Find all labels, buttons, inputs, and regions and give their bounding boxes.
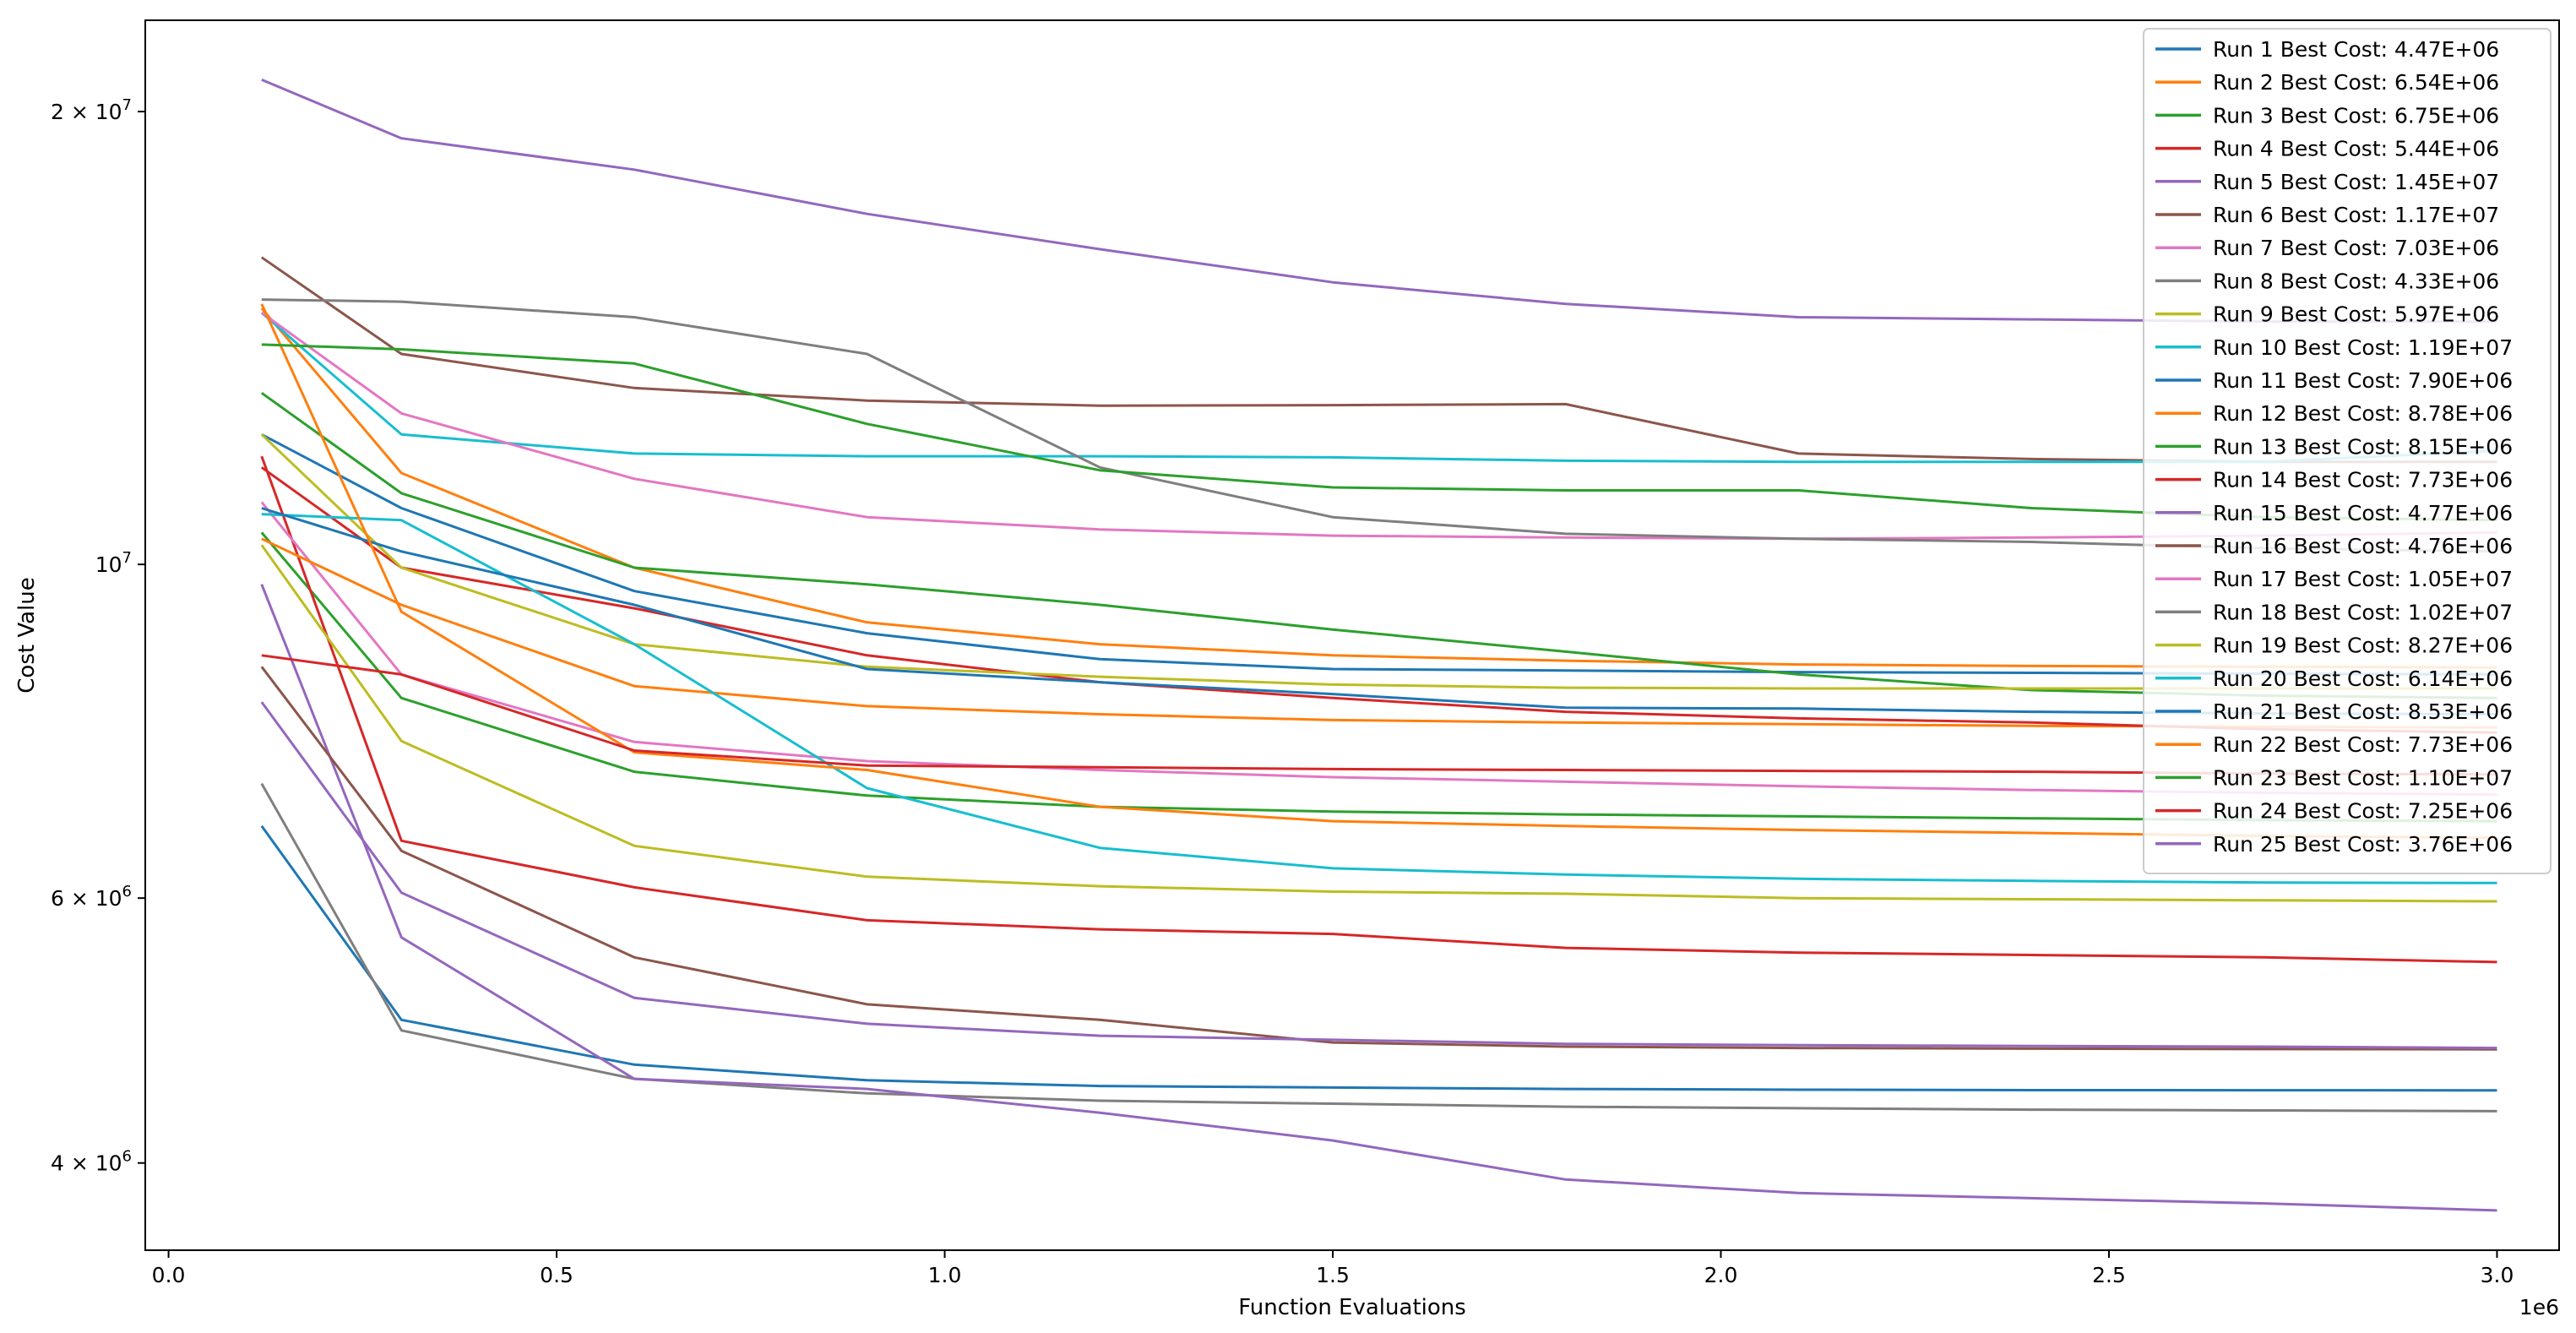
y-axis: 4 × 106 6 × 106 107 2 × 107: [51, 96, 145, 1176]
series-line-run-25: [260, 701, 2497, 1050]
legend-entry: Run 20 Best Cost: 6.14E+06: [2213, 666, 2513, 691]
series-line-run-16: [260, 666, 2497, 1051]
y-tick-label: 4 × 106: [51, 1148, 132, 1176]
y-tick-label: 6 × 106: [51, 883, 132, 911]
x-tick-label: 0.0: [152, 1263, 186, 1287]
x-tick-label: 1.0: [928, 1263, 962, 1287]
x-tick-label: 3.0: [2481, 1263, 2514, 1287]
legend-entry: Run 4 Best Cost: 5.44E+06: [2213, 137, 2499, 161]
series-line-run-1: [260, 824, 2497, 1092]
series-line-run-21: [261, 507, 2497, 715]
series-line-run-10: [260, 312, 2497, 464]
series-lines: [260, 79, 2497, 1212]
legend-entry: Run 12 Best Cost: 8.78E+06: [2213, 401, 2513, 426]
series-line-run-19: [260, 433, 2497, 690]
series-line-run-2: [260, 307, 2497, 669]
series-line-run-23: [261, 343, 2497, 522]
legend-entry: Run 5 Best Cost: 1.45E+07: [2213, 170, 2499, 194]
series-line-run-24: [261, 654, 2497, 776]
series-line-run-17: [260, 311, 2497, 541]
legend-entry: Run 23 Best Cost: 1.10E+07: [2213, 765, 2513, 790]
legend-entry: Run 9 Best Cost: 5.97E+06: [2213, 302, 2499, 327]
legend: Run 1 Best Cost: 4.47E+06 Run 2 Best Cost…: [2143, 28, 2552, 874]
series-line-run-11: [261, 433, 2497, 676]
legend-entry: Run 2 Best Cost: 6.54E+06: [2213, 70, 2499, 95]
y-tick-label: 2 × 107: [51, 96, 132, 124]
legend-entry: Run 1 Best Cost: 4.47E+06: [2213, 37, 2499, 62]
series-line-run-6: [260, 256, 2497, 464]
legend-entry: Run 21 Best Cost: 8.53E+06: [2213, 699, 2513, 724]
legend-entry: Run 13 Best Cost: 8.15E+06: [2213, 434, 2513, 459]
series-line-run-18: [261, 298, 2497, 553]
legend-entry: Run 18 Best Cost: 1.02E+07: [2213, 600, 2513, 624]
y-tick-label: 107: [95, 549, 132, 577]
x-tick-label: 2.5: [2092, 1263, 2126, 1287]
series-line-run-14: [260, 466, 2497, 734]
y-axis-label: Cost Value: [14, 577, 40, 693]
legend-entry: Run 25 Best Cost: 3.76E+06: [2213, 832, 2513, 857]
series-line-run-13: [260, 391, 2497, 699]
x-tick-label: 1.5: [1316, 1263, 1350, 1287]
legend-entry: Run 11 Best Cost: 7.90E+06: [2213, 368, 2513, 393]
legend-entry: Run 8 Best Cost: 4.33E+06: [2213, 269, 2499, 293]
series-line-run-4: [260, 455, 2497, 964]
x-tick-label: 0.5: [540, 1263, 573, 1287]
legend-entry: Run 16 Best Cost: 4.76E+06: [2213, 534, 2513, 558]
plot-frame: [144, 19, 2560, 1251]
legend-entry: Run 6 Best Cost: 1.17E+07: [2213, 203, 2499, 227]
legend-entry: Run 3 Best Cost: 6.75E+06: [2213, 103, 2499, 128]
legend-entry: Run 17 Best Cost: 1.05E+07: [2213, 567, 2513, 591]
series-line-run-8: [260, 782, 2497, 1113]
legend-entry: Run 19 Best Cost: 8.27E+06: [2213, 634, 2513, 658]
legend-entry: Run 10 Best Cost: 1.19E+07: [2213, 335, 2513, 360]
legend-box: [2143, 28, 2552, 874]
series-line-run-20: [261, 513, 2497, 884]
legend-entry: Run 15 Best Cost: 4.77E+06: [2213, 501, 2513, 525]
series-line-run-5: [261, 79, 2497, 324]
series-line-run-3: [260, 531, 2497, 823]
legend-entry: Run 7 Best Cost: 7.03E+06: [2213, 236, 2499, 260]
legend-entry: Run 22 Best Cost: 7.73E+06: [2213, 732, 2513, 757]
x-axis: 0.0 0.5 1.0 1.5 2.0 2.5 3.0: [152, 1250, 2514, 1287]
series-line-run-7: [260, 501, 2497, 797]
series-line-run-15: [260, 584, 2497, 1212]
series-line-run-12: [261, 537, 2497, 729]
legend-entry: Run 24 Best Cost: 7.25E+06: [2213, 799, 2513, 824]
x-axis-offset-label: 1e6: [2519, 1295, 2559, 1319]
x-axis-label: Function Evaluations: [1238, 1295, 1466, 1320]
series-line-run-22: [260, 303, 2497, 840]
x-tick-label: 2.0: [1704, 1263, 1738, 1287]
legend-entry: Run 14 Best Cost: 7.73E+06: [2213, 468, 2513, 492]
series-line-run-9: [260, 544, 2497, 903]
